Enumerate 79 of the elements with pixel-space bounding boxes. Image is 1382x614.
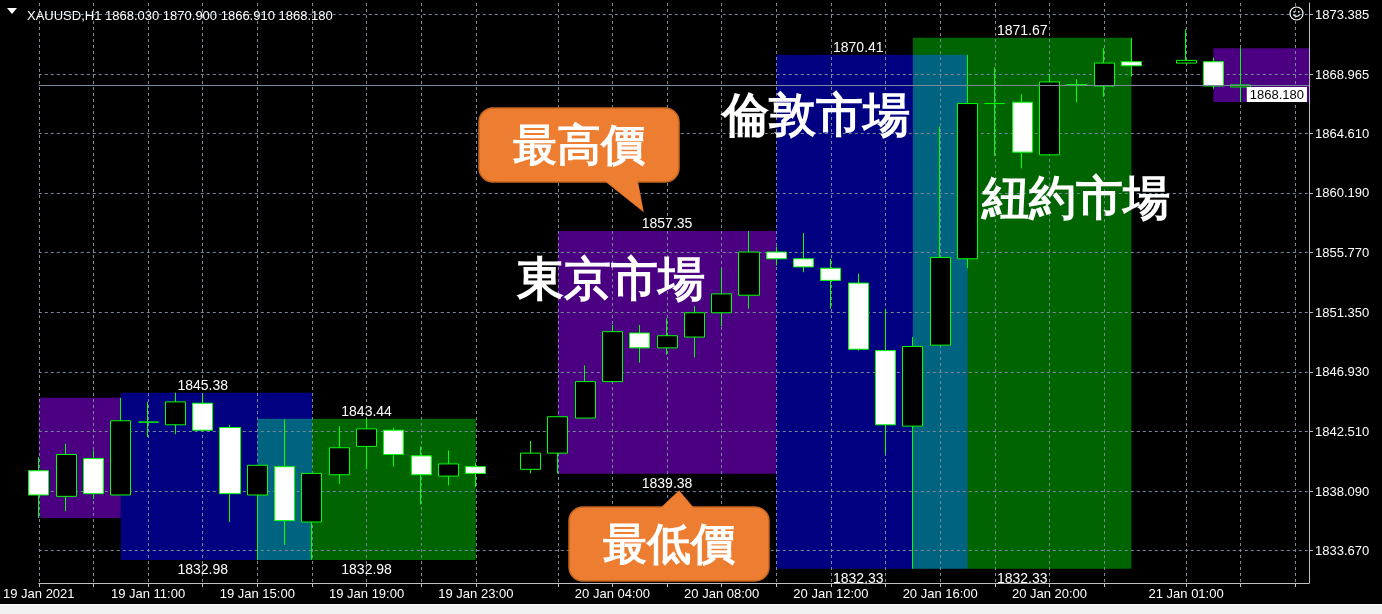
annotation: 東京市場 xyxy=(516,250,705,306)
candlestick xyxy=(1066,78,1087,103)
candlestick xyxy=(28,456,49,519)
annotation: 最高價 xyxy=(513,119,646,171)
candlestick xyxy=(356,418,377,470)
y-tick-label: 1842.510 xyxy=(1315,423,1370,439)
candlestick xyxy=(219,424,241,523)
annotation: 1857.35 xyxy=(641,215,693,232)
candlestick xyxy=(1203,57,1224,90)
candlestick xyxy=(138,401,159,438)
x-tick-label: 20 Jan 08:00 xyxy=(684,586,760,601)
x-tick-label: 21 Jan 01:00 xyxy=(1148,586,1224,601)
x-tick-label: 19 Jan 2021 xyxy=(2,586,75,601)
x-tick-label: 20 Jan 16:00 xyxy=(902,586,978,601)
candlestick xyxy=(793,232,814,273)
x-tick-label: 19 Jan 23:00 xyxy=(438,586,514,601)
annotation: 1839.38 xyxy=(641,474,693,491)
x-tick-label: 20 Jan 20:00 xyxy=(1011,586,1088,601)
candlestick xyxy=(711,267,732,327)
candlestick xyxy=(274,418,295,546)
candlestick xyxy=(902,336,923,570)
y-tick-label: 1855.770 xyxy=(1315,244,1370,260)
annotation: 1843.44 xyxy=(341,402,393,419)
annotation: 1845.38 xyxy=(177,376,229,393)
candlestick xyxy=(629,324,650,364)
candlestick xyxy=(984,66,1005,157)
y-tick-label: 1851.350 xyxy=(1315,304,1370,320)
candlestick xyxy=(684,305,705,358)
y-tick-label: 1868.965 xyxy=(1315,66,1370,82)
candlestick xyxy=(301,472,322,561)
candlestick xyxy=(411,445,432,505)
y-tick-label: 1838.090 xyxy=(1315,483,1370,499)
candlestick xyxy=(247,464,268,561)
x-tick-label: 19 Jan 15:00 xyxy=(219,586,295,601)
candlestick xyxy=(438,449,459,487)
candlestick xyxy=(1176,28,1197,64)
annotation: 1832.33 xyxy=(996,569,1048,586)
candlestick xyxy=(165,392,186,435)
annotation: 紐約市場 xyxy=(980,169,1170,225)
candlestick xyxy=(575,364,596,419)
candlestick xyxy=(1012,93,1033,169)
y-tick-label: 1846.930 xyxy=(1315,364,1370,380)
candlestick xyxy=(766,246,787,267)
candlestick xyxy=(383,427,404,468)
candlestick xyxy=(1121,37,1142,78)
annotation: 最低價 xyxy=(603,517,736,569)
y-tick-label: 1833.670 xyxy=(1315,543,1370,559)
x-tick-label: 19 Jan 19:00 xyxy=(328,586,405,601)
x-tick-label: 20 Jan 12:00 xyxy=(793,586,869,601)
candlestick xyxy=(738,230,760,310)
candlestick xyxy=(957,54,978,269)
candlestick xyxy=(83,449,104,500)
candlestick xyxy=(520,440,541,474)
candlestick xyxy=(875,308,896,455)
candlestick xyxy=(1039,73,1060,156)
annotation: 1871.67 xyxy=(996,21,1048,38)
candlestick xyxy=(329,425,350,485)
x-tick-label: 19 Jan 11:00 xyxy=(110,586,186,601)
candlestick xyxy=(602,324,623,383)
annotation: 1832.33 xyxy=(832,569,884,586)
annotation: 1832.98 xyxy=(177,561,229,578)
candlestick xyxy=(657,317,678,356)
annotation: 1870.41 xyxy=(832,38,884,55)
candlestick xyxy=(56,443,77,512)
y-tick-label: 1873.385 xyxy=(1315,7,1370,23)
candlestick xyxy=(192,393,213,433)
candlestick xyxy=(110,397,131,496)
candlestick xyxy=(547,416,568,475)
annotation: 倫敦市場 xyxy=(720,86,910,142)
y-tick-label: 1864.610 xyxy=(1315,125,1370,141)
x-tick-label: 20 Jan 04:00 xyxy=(574,586,651,601)
chart-title: XAUUSD,H1 1868.030 1870.900 1866.910 1868.180 xyxy=(27,8,333,23)
ref-line-label: 1868.180 xyxy=(1249,86,1304,102)
candlestick xyxy=(1094,47,1115,98)
candlestick xyxy=(465,462,486,488)
annotation: 1832.98 xyxy=(341,561,393,578)
candlestick xyxy=(848,273,869,352)
candlestick xyxy=(820,258,841,310)
y-tick-label: 1860.190 xyxy=(1315,185,1370,201)
